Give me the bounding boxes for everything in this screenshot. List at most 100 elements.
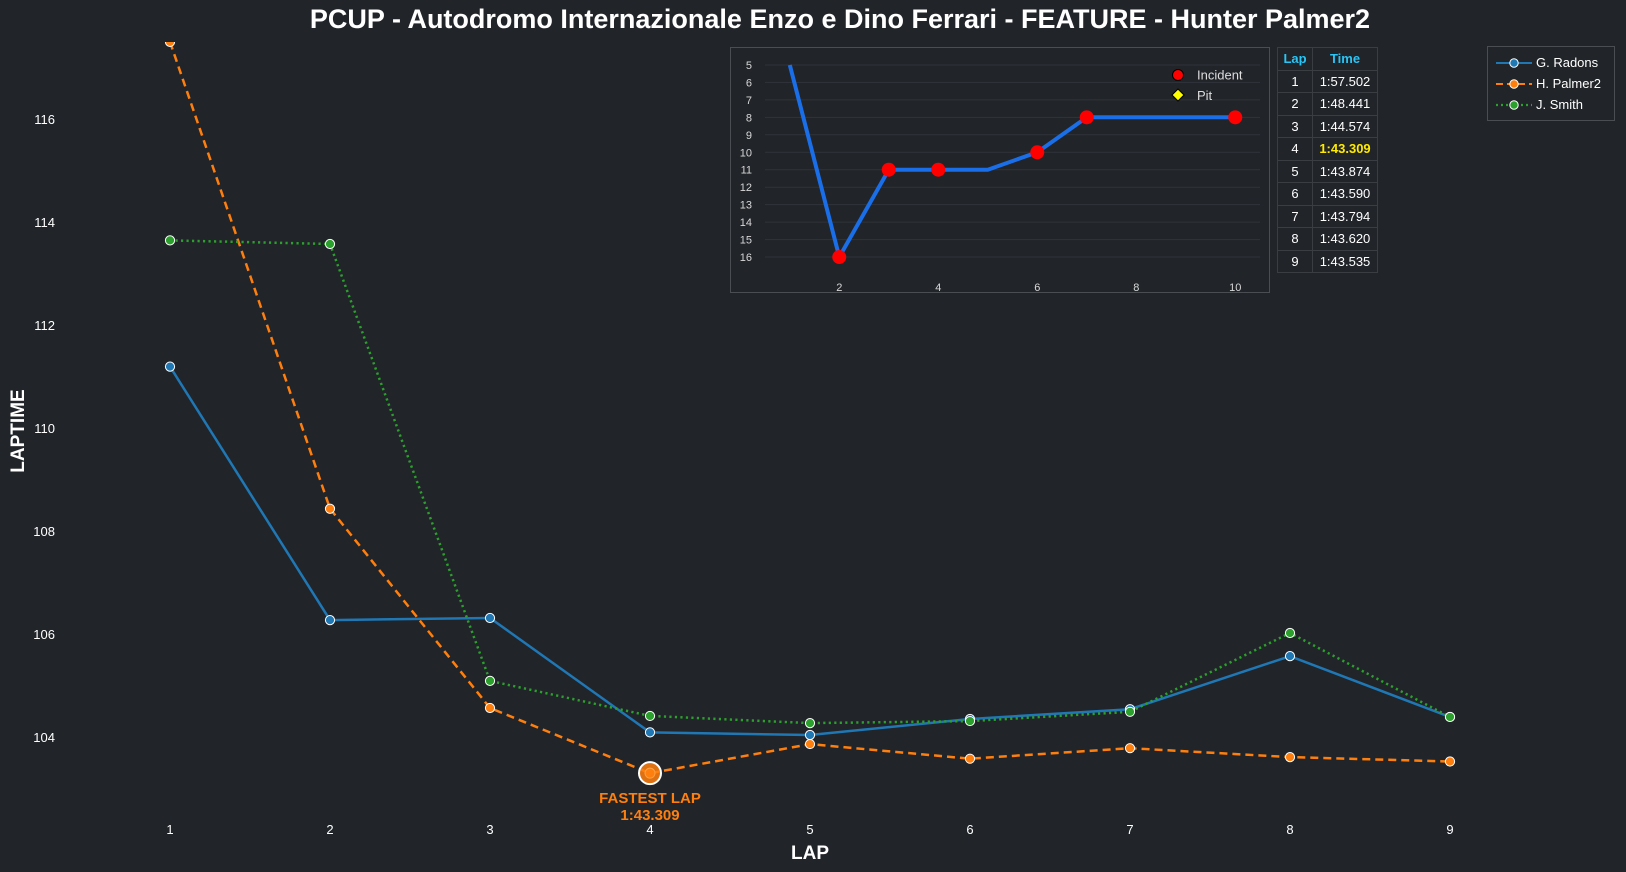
lap-number-cell: 4 xyxy=(1277,137,1313,161)
lap-time-cell: 1:48.441 xyxy=(1312,92,1378,116)
lap-number-cell: 2 xyxy=(1277,92,1313,116)
inset-y-tick-label: 11 xyxy=(741,165,752,177)
table-row: 2 1:48.441 xyxy=(1277,92,1378,116)
data-point-smith xyxy=(1124,706,1136,717)
position-inset-chart: 5 6 7 8 9 10 11 12 13 14 15 16 2 4 6 8 10 Incident Pit xyxy=(740,60,1260,293)
x-tick-label: 1 xyxy=(166,822,173,837)
inset-y-tick-label: 16 xyxy=(740,252,752,264)
table-row: 7 1:43.794 xyxy=(1277,204,1378,228)
x-tick-label: 2 xyxy=(326,822,333,837)
inset-y-tick-label: 6 xyxy=(746,77,752,89)
data-point-smith xyxy=(644,710,656,722)
table-row: 9 1:43.535 xyxy=(1277,249,1378,273)
lap-number-cell: 9 xyxy=(1277,249,1313,273)
data-point-palmer xyxy=(804,738,816,750)
inset-y-tick-label: 9 xyxy=(746,130,752,142)
x-tick-label: 7 xyxy=(1126,822,1133,837)
x-tick-label: 8 xyxy=(1286,822,1293,837)
table-header-time: Time xyxy=(1312,47,1378,71)
inset-x-tick-label: 10 xyxy=(1229,282,1241,293)
inset-y-tick-label: 13 xyxy=(740,200,752,212)
table-row: 4 1:43.309 xyxy=(1277,137,1378,161)
lap-time-cell: 1:43.590 xyxy=(1312,182,1378,206)
inset-y-tick-label: 14 xyxy=(740,217,752,229)
data-point-palmer xyxy=(1444,756,1456,767)
y-tick-label: 114 xyxy=(34,215,55,230)
legend-label-palmer: H. Palmer2 xyxy=(1536,76,1602,91)
table-row: 3 1:44.574 xyxy=(1277,114,1378,138)
x-tick-label: 4 xyxy=(646,822,653,837)
lap-number-cell: 5 xyxy=(1277,159,1313,183)
lap-time-cell: 1:43.535 xyxy=(1312,249,1378,273)
legend-item-smith: J. Smith xyxy=(1488,95,1616,115)
data-point-palmer xyxy=(1124,743,1136,754)
data-point-radons xyxy=(164,361,176,372)
y-tick-label: 116 xyxy=(34,112,55,127)
data-point-smith xyxy=(324,238,336,250)
inset-y-tick-label: 5 xyxy=(746,60,752,72)
lap-number-cell: 3 xyxy=(1277,114,1313,138)
data-point-smith xyxy=(804,718,816,729)
series-line-smith xyxy=(169,239,1451,725)
inset-y-tick-label: 15 xyxy=(740,235,752,247)
inset-legend-pit-label: Pit xyxy=(1197,88,1213,103)
table-header-lap: Lap xyxy=(1277,47,1313,71)
y-tick-label: 104 xyxy=(33,730,55,745)
lap-number-cell: 8 xyxy=(1277,227,1313,251)
y-tick-label: 110 xyxy=(34,421,55,436)
fastest-lap-point xyxy=(644,767,656,779)
lap-times-table: Lap Time 1 1:57.502 2 1:48.441 3 1:44.574 4 1:4… xyxy=(1277,47,1378,273)
incident-marker xyxy=(931,162,946,177)
lap-time-cell: 1:43.874 xyxy=(1312,159,1378,183)
y-tick-label: 106 xyxy=(33,627,55,642)
incident-marker xyxy=(1079,110,1094,125)
data-point-radons xyxy=(324,614,336,626)
table-body: 1 1:57.502 2 1:48.441 3 1:44.574 4 1:43.309 5 1:4… xyxy=(1277,69,1378,273)
inset-x-tick-label: 2 xyxy=(836,282,842,293)
lap-time-cell: 1:57.502 xyxy=(1312,69,1378,93)
series-line-radons xyxy=(168,365,1451,737)
table-row: 5 1:43.874 xyxy=(1277,159,1378,183)
lap-time-cell: 1:44.574 xyxy=(1312,114,1378,138)
data-point-palmer xyxy=(164,42,176,47)
y-axis-label: LAPTIME xyxy=(8,389,29,472)
inset-y-tick-label: 10 xyxy=(740,147,752,159)
lap-number-cell: 7 xyxy=(1277,204,1313,228)
lap-time-cell: 1:43.794 xyxy=(1312,204,1378,228)
inset-x-tick-label: 8 xyxy=(1133,282,1139,293)
incident-marker xyxy=(1030,145,1045,160)
x-axis-label: LAP xyxy=(791,843,829,864)
inset-y-tick-label: 12 xyxy=(740,182,752,194)
data-point-radons xyxy=(804,729,816,741)
data-point-smith xyxy=(1284,627,1296,639)
inset-x-tick-label: 6 xyxy=(1034,282,1040,293)
table-row: 8 1:43.620 xyxy=(1277,227,1378,251)
y-tick-label: 108 xyxy=(33,524,55,539)
inset-legend-incident-marker xyxy=(1172,69,1184,81)
data-point-palmer xyxy=(324,503,336,514)
inset-legend-incident-label: Incident xyxy=(1197,68,1243,83)
x-tick-label: 6 xyxy=(966,822,973,837)
data-point-smith xyxy=(1444,711,1456,723)
data-point-smith xyxy=(484,675,496,686)
incident-marker xyxy=(1228,110,1243,125)
data-point-palmer xyxy=(964,753,976,764)
data-point-radons xyxy=(484,612,496,624)
legend-swatch-palmer xyxy=(1496,79,1532,89)
table-row: 1 1:57.502 xyxy=(1277,69,1378,93)
data-point-radons xyxy=(1284,651,1296,662)
chart-title: PCUP - Autodromo Internazionale Enzo e D… xyxy=(309,4,1371,34)
y-tick-label: 112 xyxy=(34,318,55,333)
x-tick-label: 3 xyxy=(486,822,493,837)
table-header-row: Lap Time xyxy=(1277,47,1378,71)
inset-y-tick-label: 8 xyxy=(746,112,752,124)
legend-item-palmer: H. Palmer2 xyxy=(1488,74,1616,94)
table-row: 6 1:43.590 xyxy=(1277,182,1378,206)
lap-time-cell: 1:43.620 xyxy=(1312,227,1378,251)
inset-legend-pit-marker xyxy=(1171,88,1185,102)
incident-marker xyxy=(881,162,896,177)
plot-area xyxy=(164,42,1456,779)
legend-swatch-smith xyxy=(1496,100,1532,110)
best-lap-time-cell: 1:43.309 xyxy=(1312,137,1378,161)
